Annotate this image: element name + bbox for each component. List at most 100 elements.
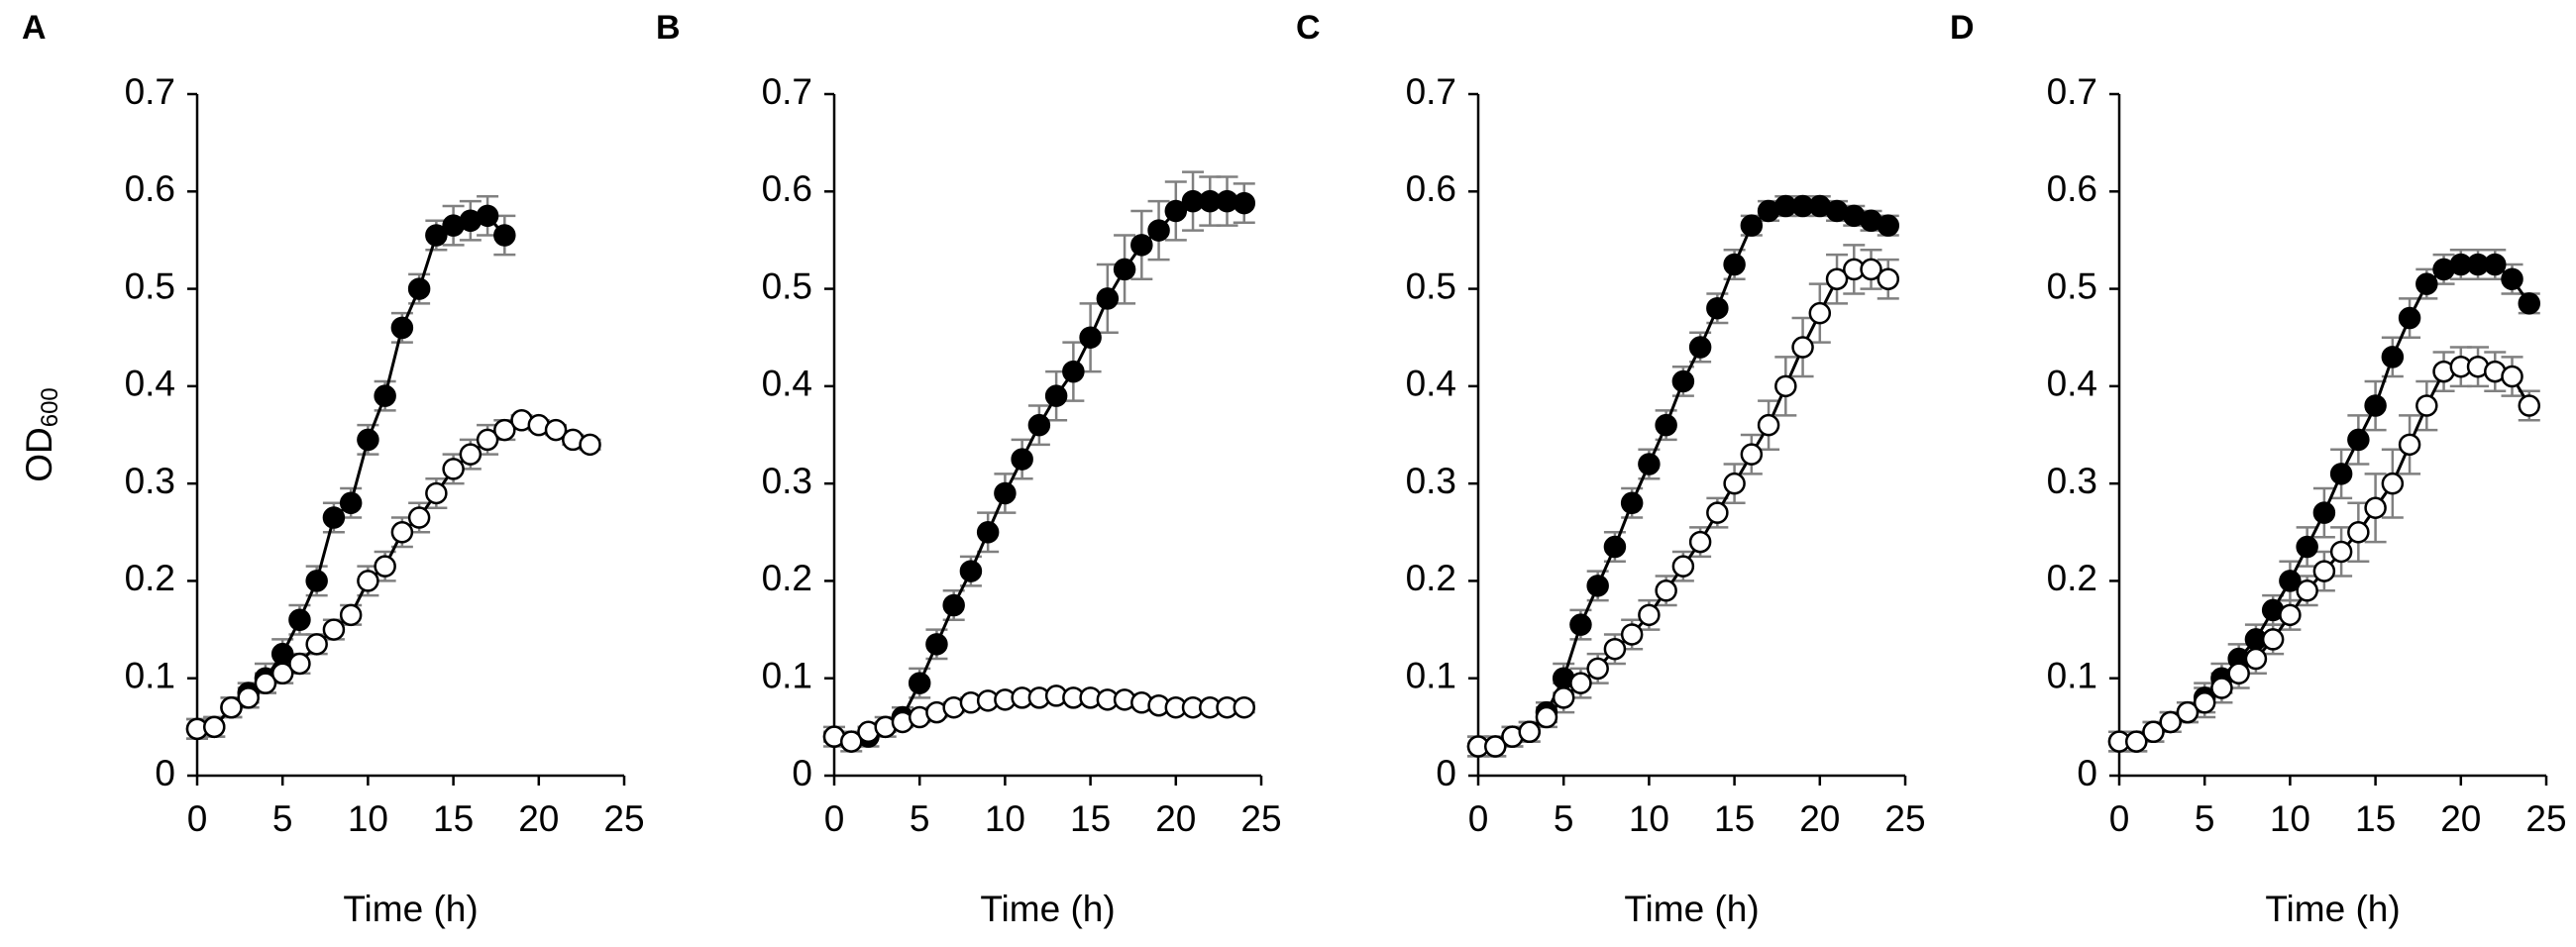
data-point [357,570,379,592]
data-point [425,224,448,247]
x-tick-label: 10 [348,798,388,839]
data-point [305,633,328,656]
data-point [1569,613,1592,636]
data-point [2227,662,2250,685]
data-point [407,506,431,529]
y-tick-label: 0.7 [1406,71,1456,112]
data-point [1044,384,1068,407]
y-tick-label: 0 [2077,753,2097,793]
y-tick-label: 0.2 [762,558,812,598]
y-tick-label: 0.1 [1406,655,1456,695]
y-tick-label: 0.1 [762,655,812,695]
y-tick-label: 0.7 [125,71,175,112]
data-point [1603,535,1627,559]
data-point [2501,365,2523,388]
x-tick-label: 5 [272,798,293,839]
data-point [1723,472,1746,495]
data-point [390,521,414,544]
data-point [1620,623,1644,646]
data-point [2415,272,2438,295]
data-point [1740,443,1764,466]
y-label-subscript: 600 [37,387,63,427]
x-tick-label: 10 [1629,798,1669,839]
data-point [1671,555,1695,578]
data-point [1079,326,1102,349]
data-point [254,672,277,694]
y-tick-label: 0.4 [1406,364,1456,404]
data-point [493,224,516,247]
data-point [2518,292,2541,315]
data-point [442,458,465,480]
x-tick-label: 15 [1714,798,1755,839]
data-point [2244,647,2268,671]
data-point [2484,253,2507,276]
y-tick-label: 0.5 [2047,265,2097,306]
x-tick-label: 25 [1884,798,1925,839]
x-tick-label: 20 [1799,798,1840,839]
data-point [202,715,226,739]
y-tick-label: 0.1 [125,655,175,695]
y-tick-label: 0.6 [125,168,175,209]
data-point [476,204,499,228]
y-tick-label: 0.5 [1406,265,1456,306]
y-tick-label: 0.4 [125,364,175,404]
x-tick-label: 0 [187,798,208,839]
data-point [2312,501,2336,524]
data-point [2329,540,2353,564]
data-point [1586,657,1609,681]
x-tick-label: 20 [1155,798,1196,839]
data-point [976,521,1000,544]
data-point [476,428,499,452]
data-point [1774,374,1797,398]
x-tick-label: 25 [1240,798,1281,839]
data-point [839,730,863,753]
data-point [1638,453,1661,475]
x-tick-label: 0 [2109,798,2130,839]
data-point [288,608,311,631]
data-point [2279,603,2302,627]
x-tick-label: 25 [2525,798,2566,839]
data-point [374,384,396,407]
data-point [2398,433,2421,457]
y-tick-label: 0.5 [125,265,175,306]
y-tick-label: 0.2 [125,558,175,598]
data-point [2261,628,2285,651]
data-point [1569,672,1592,694]
x-tick-label: 0 [824,798,845,839]
x-tick-label: 20 [2440,798,2481,839]
y-tick-label: 0.5 [762,265,812,306]
data-point [1706,501,1729,524]
data-point [579,433,601,457]
y-tick-label: 0.6 [762,168,812,209]
y-axis-label: OD600 [19,387,64,482]
data-point [2364,394,2387,417]
data-point [908,672,931,694]
data-point [270,662,294,685]
data-point [1011,448,1033,471]
data-point [1062,360,1085,383]
data-point [1723,253,1746,276]
data-point [1655,579,1677,602]
data-point [925,633,948,656]
y-tick-label: 0.3 [762,461,812,501]
data-point [2210,677,2233,699]
data-point [2381,346,2405,368]
data-point [1233,191,1256,215]
y-tick-label: 0.2 [1406,558,1456,598]
y-tick-label: 0.2 [2047,558,2097,598]
x-tick-label: 5 [1554,798,1574,839]
data-point [220,695,243,719]
y-tick-label: 0.7 [2047,71,2097,112]
x-tick-label: 5 [2195,798,2215,839]
data-point [2329,463,2353,485]
data-point [959,560,983,582]
data-point [1740,214,1764,237]
y-tick-label: 0.6 [2047,168,2097,209]
data-point [2364,496,2387,519]
data-point [2347,428,2370,452]
y-tick-label: 0.7 [762,71,812,112]
x-tick-label: 15 [2355,798,2396,839]
data-point [1791,336,1814,359]
data-point [1688,530,1712,554]
